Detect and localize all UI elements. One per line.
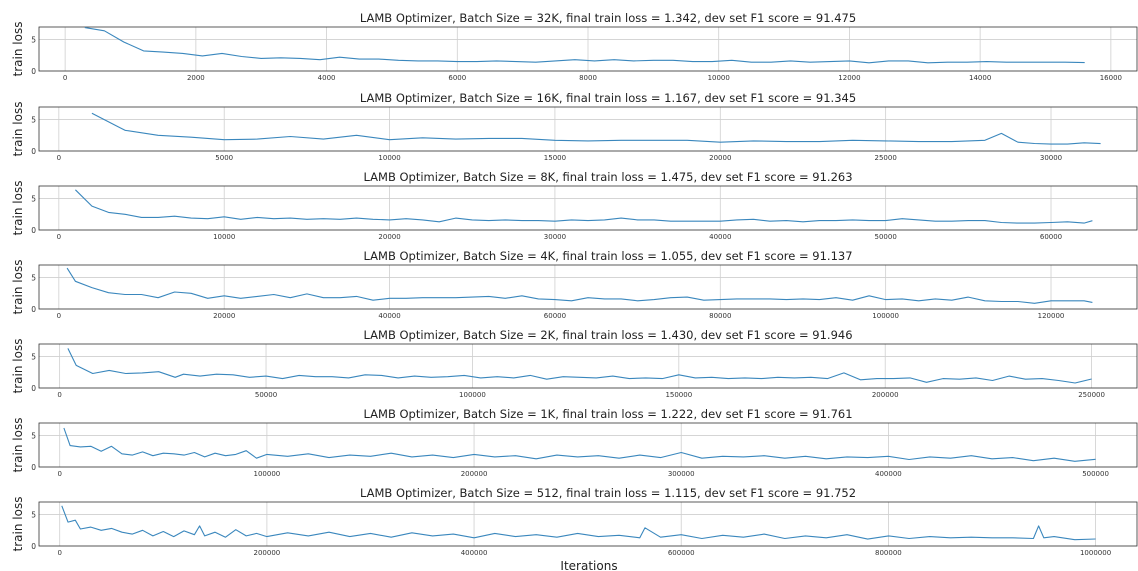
y-tick-label: 5	[31, 116, 36, 125]
x-tick-label: 2000	[187, 74, 205, 82]
x-tick-label: 50000	[875, 233, 897, 241]
panel-title: LAMB Optimizer, Batch Size = 1K, final t…	[363, 407, 852, 421]
x-tick-label: 20000	[709, 154, 731, 162]
y-axis-label: train loss	[11, 181, 25, 236]
x-tick-label: 14000	[969, 74, 991, 82]
x-tick-label: 100000	[872, 312, 899, 320]
x-tick-label: 0	[63, 74, 67, 82]
train-loss-line	[91, 112, 1101, 145]
x-tick-label: 20000	[213, 312, 235, 320]
x-tick-label: 40000	[378, 312, 400, 320]
y-tick-label: 5	[31, 195, 36, 204]
train-loss-line	[63, 427, 1096, 462]
x-tick-label: 40000	[709, 233, 731, 241]
y-axis-label: train loss	[11, 22, 25, 77]
y-tick-label: 5	[31, 511, 36, 520]
x-tick-label: 500000	[1082, 470, 1109, 478]
x-tick-label: 30000	[1040, 154, 1062, 162]
x-tick-label: 4000	[318, 74, 336, 82]
panel-title: LAMB Optimizer, Batch Size = 32K, final …	[360, 11, 856, 25]
x-tick-label: 6000	[448, 74, 466, 82]
x-tick-label: 60000	[544, 312, 566, 320]
x-tick-label: 1000000	[1080, 549, 1111, 557]
panel-3: LAMB Optimizer, Batch Size = 8K, final t…	[11, 170, 1138, 241]
x-tick-label: 200000	[254, 549, 281, 557]
x-tick-label: 25000	[875, 154, 897, 162]
y-tick-label: 0	[31, 147, 36, 156]
train-loss-line	[61, 505, 1096, 541]
panel-4: LAMB Optimizer, Batch Size = 4K, final t…	[11, 249, 1138, 320]
x-tick-label: 30000	[544, 233, 566, 241]
y-tick-label: 0	[31, 542, 36, 551]
plot-frame	[38, 26, 1138, 72]
train-loss-line	[84, 27, 1085, 64]
y-axis-label: train loss	[11, 497, 25, 552]
panel-6: LAMB Optimizer, Batch Size = 1K, final t…	[11, 407, 1138, 478]
x-axis-label: Iterations	[560, 559, 617, 571]
x-tick-label: 800000	[875, 549, 902, 557]
plot-frame	[38, 185, 1138, 231]
x-tick-label: 15000	[544, 154, 566, 162]
x-tick-label: 300000	[668, 470, 695, 478]
x-tick-label: 400000	[461, 549, 488, 557]
x-tick-label: 5000	[215, 154, 233, 162]
panel-1: LAMB Optimizer, Batch Size = 32K, final …	[11, 11, 1138, 82]
x-tick-label: 16000	[1100, 74, 1122, 82]
y-tick-label: 0	[31, 305, 36, 314]
train-loss-line	[75, 189, 1093, 224]
panel-5: LAMB Optimizer, Batch Size = 2K, final t…	[11, 328, 1138, 399]
x-tick-label: 150000	[665, 391, 692, 399]
panel-title: LAMB Optimizer, Batch Size = 16K, final …	[360, 91, 856, 105]
x-tick-label: 50000	[255, 391, 277, 399]
y-axis-label: train loss	[11, 102, 25, 157]
x-tick-label: 0	[57, 312, 61, 320]
panel-7: LAMB Optimizer, Batch Size = 512, final …	[11, 486, 1138, 571]
x-tick-label: 100000	[254, 470, 281, 478]
panel-title: LAMB Optimizer, Batch Size = 2K, final t…	[363, 328, 852, 342]
y-axis-label: train loss	[11, 418, 25, 473]
x-tick-label: 20000	[378, 233, 400, 241]
x-tick-label: 400000	[875, 470, 902, 478]
x-tick-label: 0	[57, 233, 61, 241]
y-tick-label: 0	[31, 67, 36, 76]
plot-frame	[38, 501, 1138, 547]
x-tick-label: 0	[57, 154, 61, 162]
y-tick-label: 0	[31, 463, 36, 472]
x-tick-label: 250000	[1078, 391, 1105, 399]
panel-2: LAMB Optimizer, Batch Size = 16K, final …	[11, 91, 1138, 162]
x-tick-label: 200000	[461, 470, 488, 478]
x-tick-label: 200000	[872, 391, 899, 399]
train-loss-line	[67, 348, 1092, 384]
y-tick-label: 5	[31, 353, 36, 362]
plot-frame	[38, 106, 1138, 152]
x-tick-label: 0	[57, 549, 61, 557]
panel-title: LAMB Optimizer, Batch Size = 4K, final t…	[363, 249, 852, 263]
y-tick-label: 5	[31, 274, 36, 283]
y-tick-label: 0	[31, 226, 36, 235]
x-tick-label: 10000	[378, 154, 400, 162]
x-tick-label: 60000	[1040, 233, 1062, 241]
x-tick-label: 0	[57, 391, 61, 399]
x-tick-label: 10000	[213, 233, 235, 241]
plot-frame	[38, 343, 1138, 389]
panel-title: LAMB Optimizer, Batch Size = 8K, final t…	[363, 170, 852, 184]
y-axis-label: train loss	[11, 260, 25, 315]
y-axis-label: train loss	[11, 339, 25, 394]
x-tick-label: 10000	[708, 74, 730, 82]
y-tick-label: 0	[31, 384, 36, 393]
x-tick-label: 120000	[1038, 312, 1065, 320]
x-tick-label: 8000	[579, 74, 597, 82]
plot-frame	[38, 422, 1138, 468]
y-tick-label: 5	[31, 432, 36, 441]
x-tick-label: 600000	[668, 549, 695, 557]
x-tick-label: 12000	[838, 74, 860, 82]
x-tick-label: 80000	[709, 312, 731, 320]
plot-frame	[38, 264, 1138, 310]
x-tick-label: 0	[57, 470, 61, 478]
y-tick-label: 5	[31, 36, 36, 45]
train-loss-line	[66, 267, 1093, 304]
x-tick-label: 100000	[459, 391, 486, 399]
panel-title: LAMB Optimizer, Batch Size = 512, final …	[360, 486, 856, 500]
